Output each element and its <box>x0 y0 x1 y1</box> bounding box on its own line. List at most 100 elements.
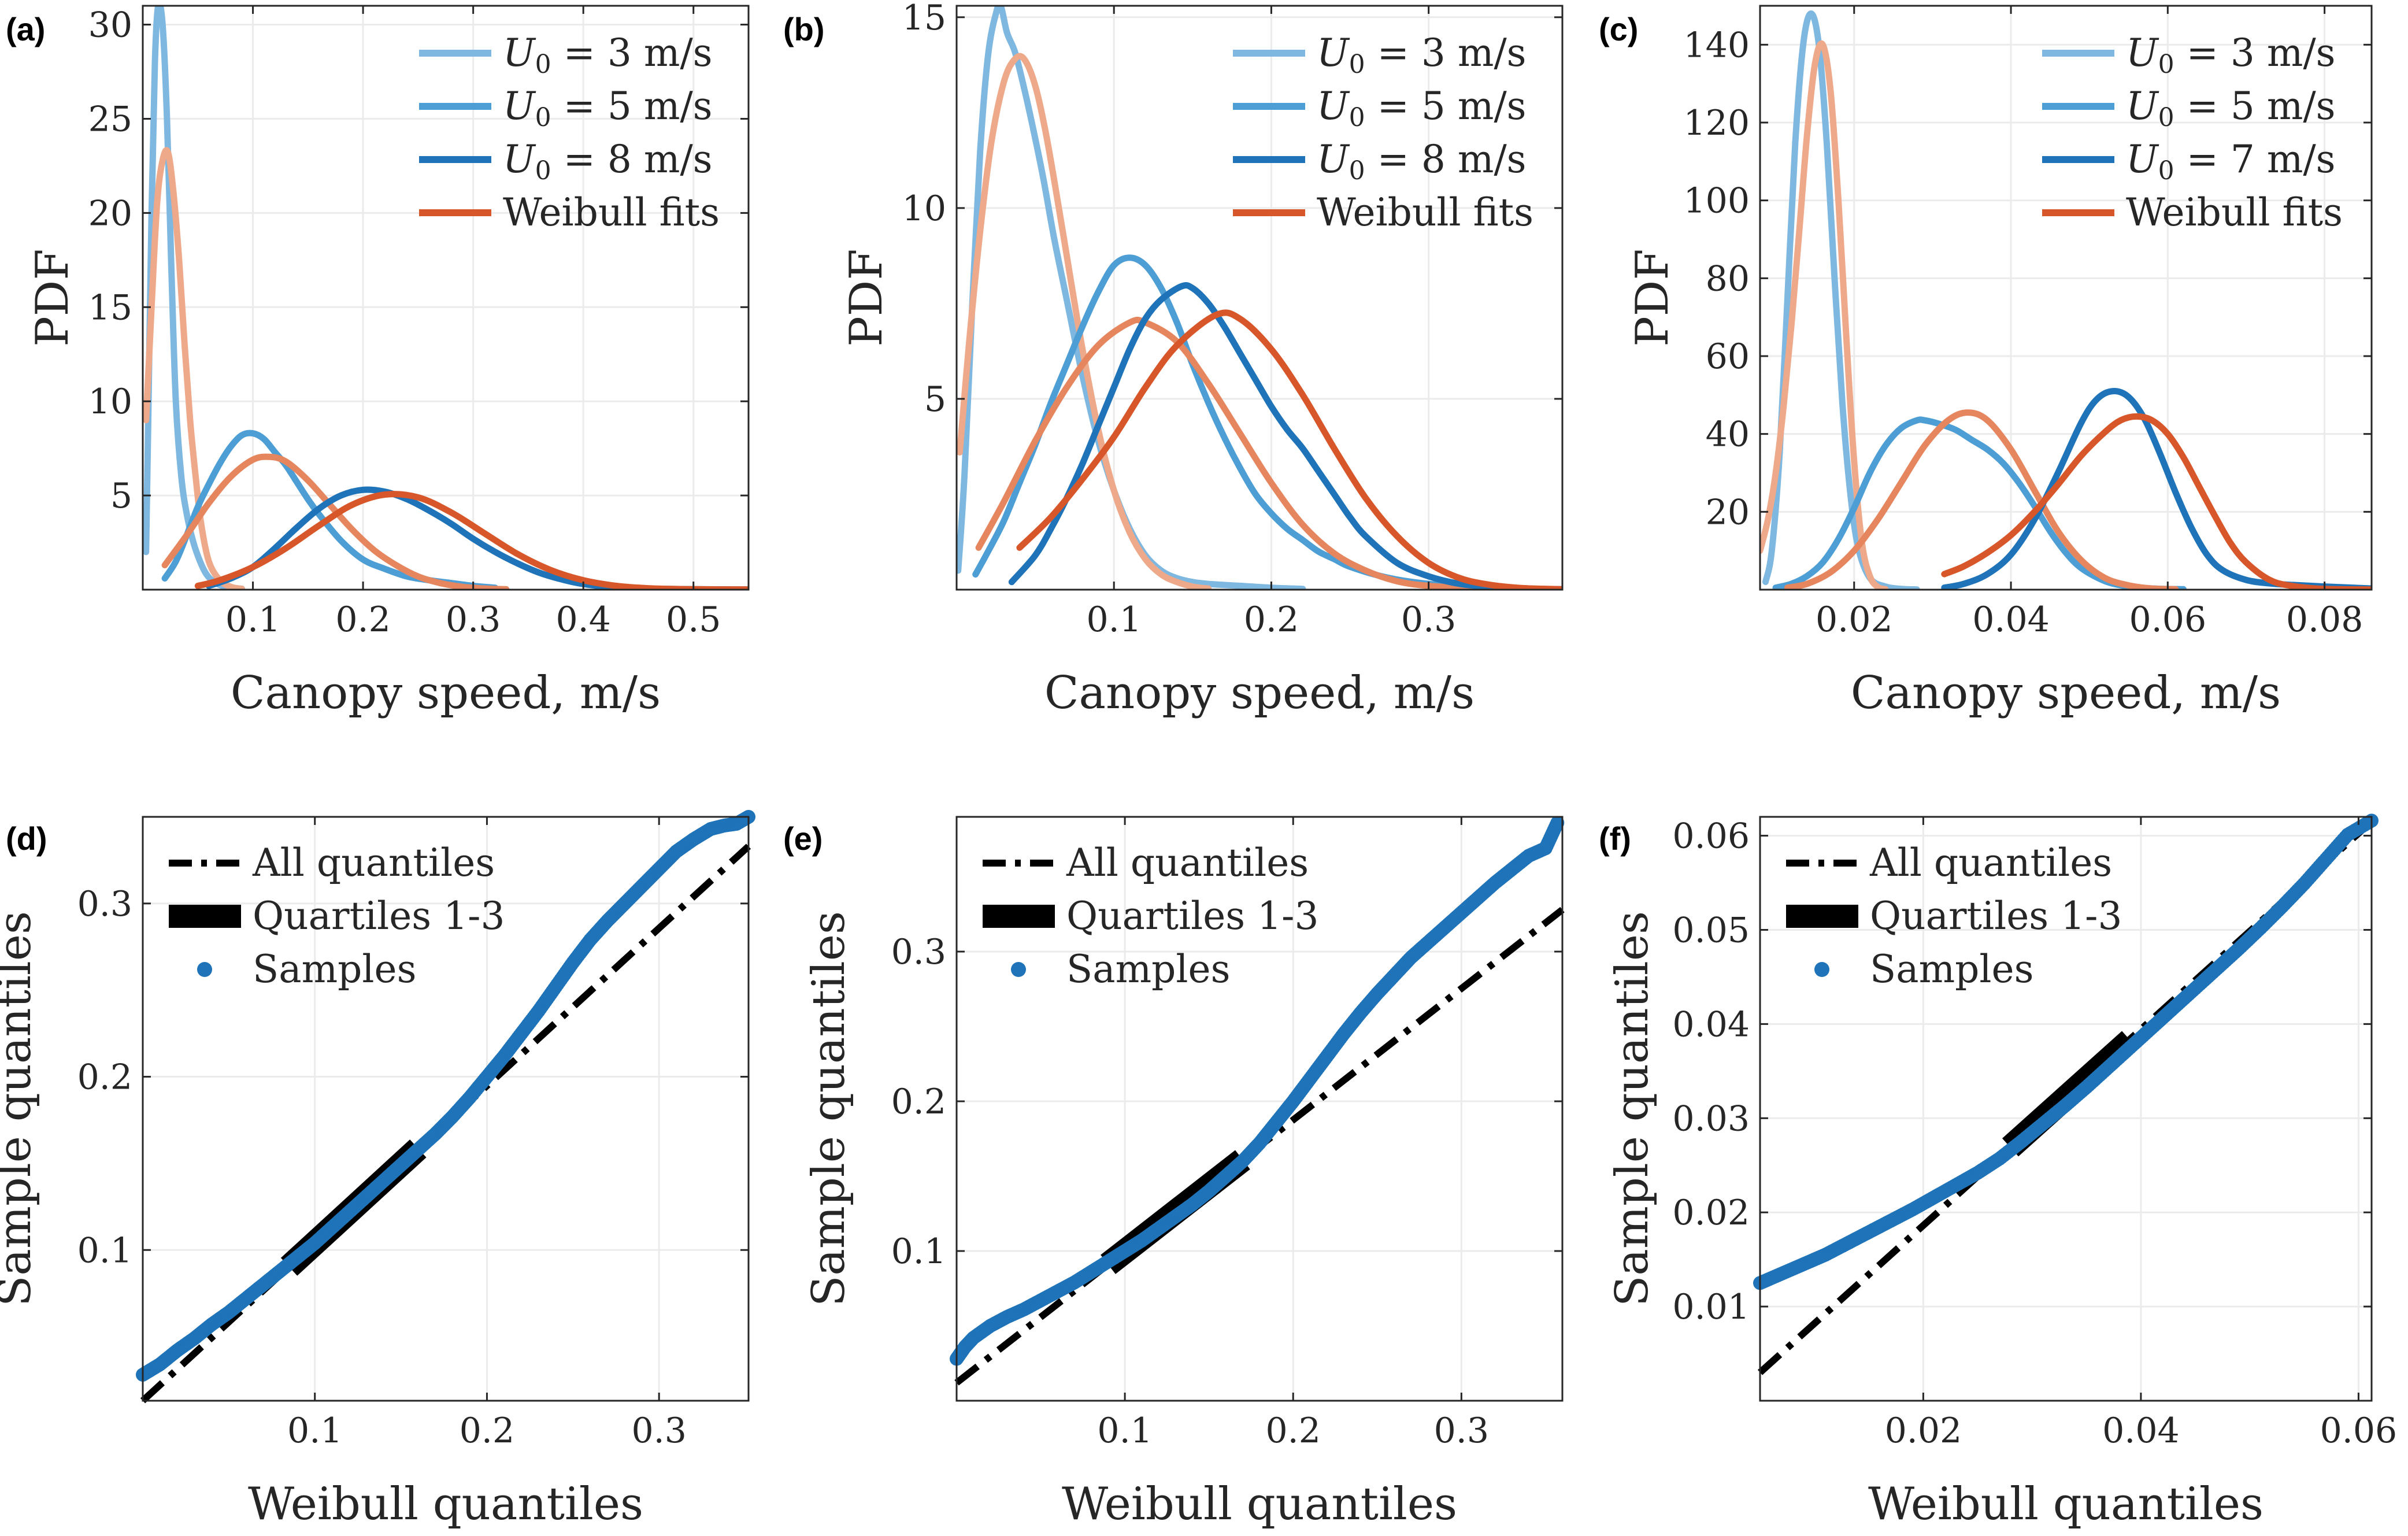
x-tick-label: 0.3 <box>631 1411 686 1451</box>
legend-subscript: 0 <box>2158 50 2174 79</box>
panel-c: 0.02 0.04 0.06 0.08 20 40 60 80 100 120 140 Canopy … <box>1599 5 2373 719</box>
panel-label: (d) <box>6 820 47 857</box>
legend-label: = 8 m/s <box>1365 137 1527 182</box>
y-axis-label: Sample quantiles <box>1606 911 1658 1306</box>
y-tick-label: 20 <box>88 193 132 234</box>
y-tick-label: 0.03 <box>1672 1098 1750 1139</box>
series-line-1 <box>143 6 245 590</box>
panel-label: (f) <box>1599 820 1631 857</box>
legend-subscript: 0 <box>535 156 551 186</box>
legend-math: U <box>2126 137 2159 182</box>
y-tick-label: 10 <box>902 188 946 229</box>
x-tick-label: 0.06 <box>2129 599 2207 640</box>
y-axis-label: Sample quantiles <box>803 911 855 1306</box>
legend-math: U <box>2126 31 2159 75</box>
legend-entry: U0 = 7 m/s <box>2126 137 2336 186</box>
series-lines <box>143 6 749 590</box>
legend-label: Weibull fits <box>2126 190 2343 235</box>
legend-subscript: 0 <box>2158 103 2174 132</box>
x-axis-label: Weibull quantiles <box>1062 1478 1457 1530</box>
x-tick-label: 0.5 <box>666 599 721 640</box>
legend-entry: Weibull fits <box>503 190 720 235</box>
panel-label: (a) <box>6 11 45 47</box>
x-tick-label: 0.4 <box>555 599 610 640</box>
legend-math: U <box>1317 137 1350 182</box>
series-line-1 <box>957 6 1306 590</box>
x-tick-label: 0.2 <box>335 599 390 640</box>
x-tick-label: 0.3 <box>1401 599 1456 640</box>
samples <box>950 816 1565 1366</box>
legend-subscript: 0 <box>535 103 551 132</box>
legend-math: U <box>1317 84 1350 128</box>
x-tick-label: 0.3 <box>446 599 501 640</box>
x-tick-label: 0.08 <box>2286 599 2363 640</box>
legend-entry: Weibull fits <box>1317 190 1533 235</box>
x-tick-label: 0.2 <box>1244 599 1299 640</box>
y-tick-label: 80 <box>1706 258 1750 299</box>
y-tick-label: 30 <box>88 5 132 46</box>
y-tick-label: 0.3 <box>77 884 132 924</box>
panel-label: (c) <box>1599 11 1638 47</box>
x-tick-label: 0.06 <box>2320 1411 2398 1451</box>
legend-math: U <box>503 31 536 75</box>
legend-entry: All quantiles <box>1066 841 1309 885</box>
y-axis-label: PDF <box>27 249 79 346</box>
series-line-4 <box>1784 409 2179 590</box>
x-axis-label: Weibull quantiles <box>248 1478 643 1530</box>
y-tick-label: 0.06 <box>1672 816 1750 857</box>
x-tick-label: 0.04 <box>1972 599 2050 640</box>
y-tick-label: 0.01 <box>1672 1287 1750 1327</box>
legend-entry: U0 = 8 m/s <box>1317 137 1527 186</box>
legend-label: = 7 m/s <box>2174 137 2336 182</box>
series-line-6 <box>1941 413 2372 590</box>
legend-entry: U0 = 5 m/s <box>503 84 713 132</box>
legend-swatch-dot <box>1011 962 1026 977</box>
x-tick-label: 0.2 <box>1266 1411 1321 1451</box>
legend-entry: Samples <box>1066 947 1230 991</box>
x-tick-label: 0.1 <box>1097 1411 1152 1451</box>
legend-entry: U0 = 5 m/s <box>1317 84 1527 132</box>
series-line-2 <box>957 53 1212 590</box>
legend-swatch-dot <box>197 962 212 977</box>
x-tick-label: 0.04 <box>2102 1411 2180 1451</box>
x-tick-label: 0.2 <box>460 1411 514 1451</box>
legend-entry: U0 = 3 m/s <box>1317 31 1527 79</box>
y-tick-label: 20 <box>1706 492 1750 532</box>
panel-label: (b) <box>783 11 825 47</box>
series-line-2 <box>143 147 245 590</box>
legend-subscript: 0 <box>1349 156 1365 186</box>
legend-math: U <box>2126 84 2159 128</box>
x-axis-label: Canopy speed, m/s <box>1851 667 2281 719</box>
y-tick-label: 25 <box>88 99 132 139</box>
x-axis-label: Canopy speed, m/s <box>231 667 661 719</box>
legend-label: = 5 m/s <box>551 84 713 128</box>
series-line-6 <box>1016 309 1562 590</box>
x-tick-label: 0.1 <box>287 1411 342 1451</box>
legend-swatch-dot <box>1814 962 1829 977</box>
legend-label: = 5 m/s <box>2174 84 2336 128</box>
legend-entry: U0 = 8 m/s <box>503 137 713 186</box>
y-tick-label: 15 <box>902 0 946 38</box>
legend-label: = 5 m/s <box>1365 84 1527 128</box>
series-lines <box>957 6 1562 590</box>
y-tick-label: 5 <box>924 379 946 420</box>
y-axis-label: Sample quantiles <box>0 911 41 1306</box>
series-line-6 <box>194 491 749 590</box>
y-tick-label: 0.04 <box>1672 1004 1750 1045</box>
legend-subscript: 0 <box>2158 156 2174 186</box>
legend-entry: Quartiles 1-3 <box>1066 894 1318 938</box>
legend-label: = 3 m/s <box>1365 31 1527 75</box>
axes-box <box>1759 5 2373 591</box>
y-tick-label: 40 <box>1706 414 1750 455</box>
legend: All quantiles Quartiles 1-3 Samples <box>1786 841 2122 991</box>
legend-entry: Quartiles 1-3 <box>253 894 505 938</box>
legend-entry: All quantiles <box>252 841 495 885</box>
legend-subscript: 0 <box>535 50 551 79</box>
y-tick-label: 0.1 <box>77 1230 132 1271</box>
legend-label: Weibull fits <box>503 190 720 235</box>
axes-box <box>142 816 750 1402</box>
x-tick-label: 0.02 <box>1816 599 1893 640</box>
